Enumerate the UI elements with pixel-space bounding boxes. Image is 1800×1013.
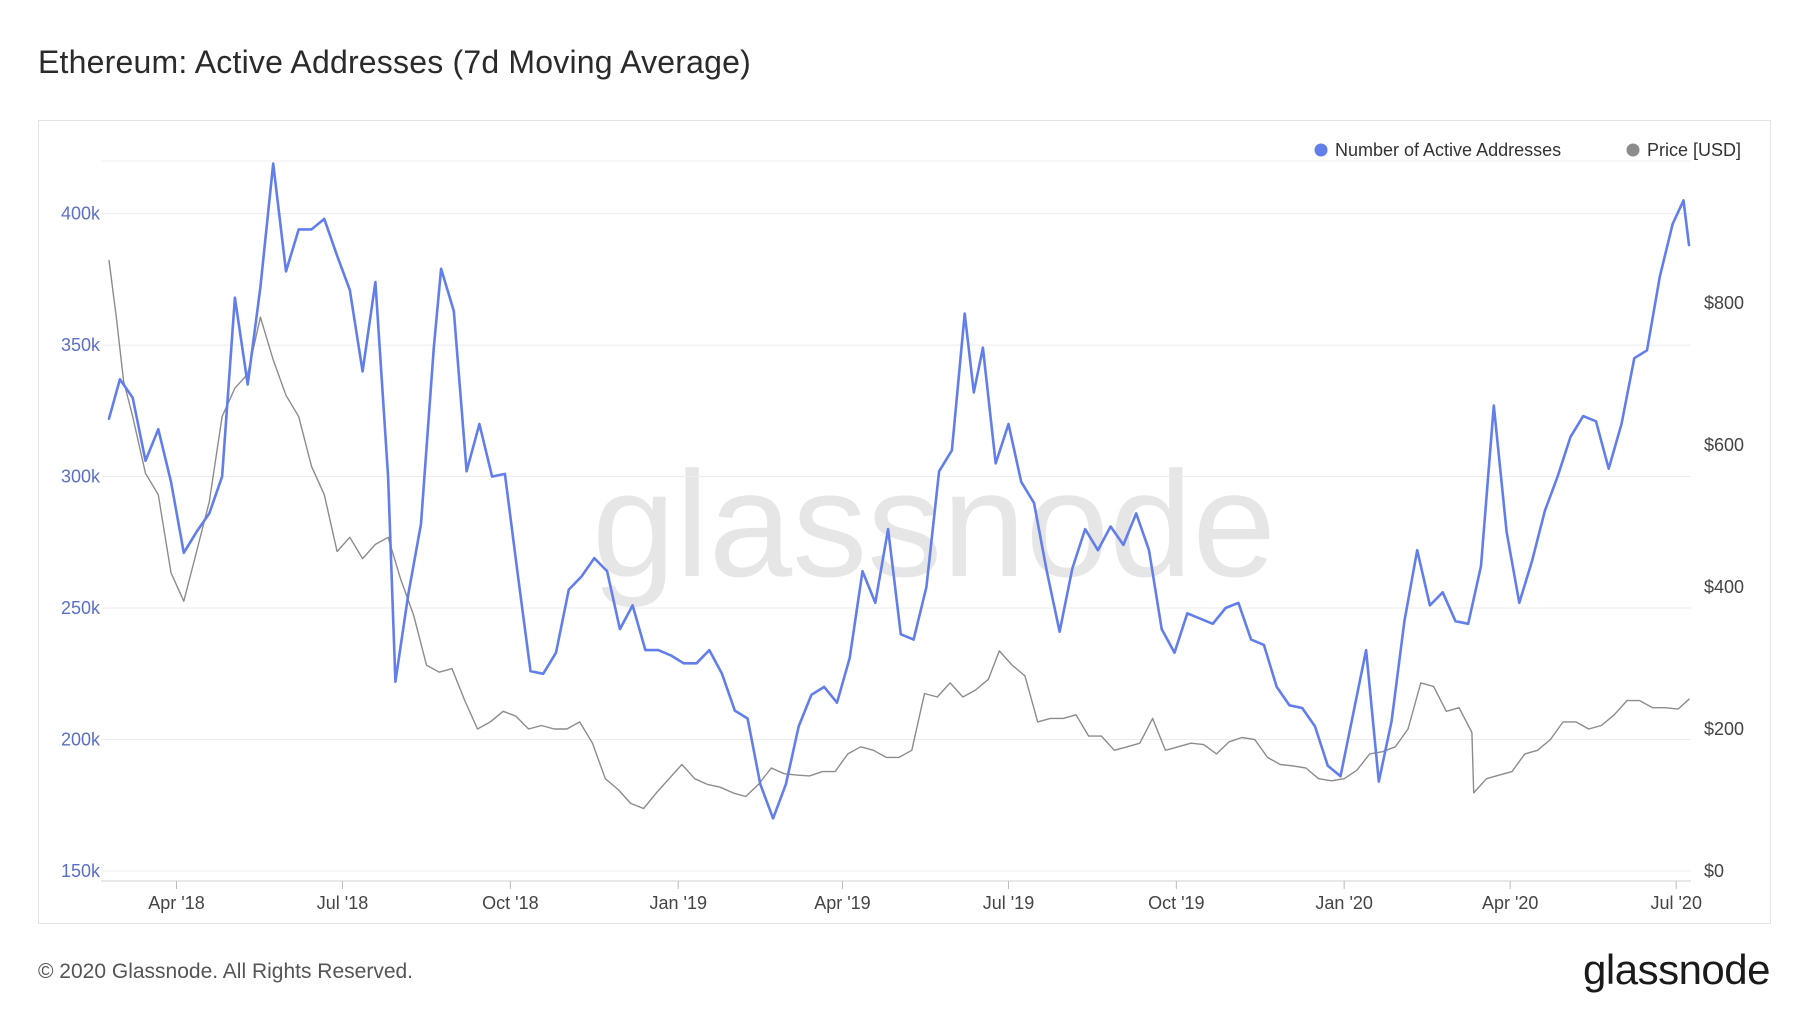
y-left-tick-label: 250k (61, 598, 101, 618)
price-line (108, 259, 1690, 810)
x-tick-label: Oct '18 (482, 893, 538, 913)
glassnode-logo[interactable]: glassnode (1583, 946, 1770, 993)
legend-item-price[interactable]: Price [USD] (1626, 140, 1742, 160)
x-tick-label: Oct '19 (1148, 893, 1204, 913)
legend-label: Price [USD] (1647, 140, 1741, 160)
x-tick-label: Jul '20 (1650, 893, 1701, 913)
x-axis: Apr '18 Jul '18 Oct '18 Jan '19 Apr '19 Jul '… (101, 880, 1702, 913)
x-tick-label: Jul '18 (317, 893, 368, 913)
x-tick-label: Jan '20 (1315, 893, 1372, 913)
y-left-tick-label: 400k (61, 204, 101, 224)
x-tick-label: Jan '19 (649, 893, 706, 913)
x-tick-label: Apr '20 (1482, 893, 1538, 913)
y-left-tick-label: 200k (61, 730, 101, 750)
copyright-text: © 2020 Glassnode. All Rights Reserved. (38, 960, 414, 983)
y-left-tick-label: 300k (61, 467, 101, 487)
x-tick-label: Apr '18 (148, 893, 204, 913)
legend-marker (1314, 143, 1328, 157)
x-tick-label: Jul '19 (983, 893, 1034, 913)
active-addresses-line (107, 162, 1691, 820)
y-right-tick-label: $200 (1704, 719, 1744, 739)
legend: Number of Active Addresses Price [USD] (1314, 140, 1742, 160)
y-right-tick-label: $600 (1704, 435, 1744, 455)
legend-label: Number of Active Addresses (1335, 140, 1561, 160)
y-axis-right: $0 $200 $400 $600 $800 (1704, 293, 1744, 881)
grid-lines (101, 160, 1691, 872)
y-axis-left: 150k 200k 250k 300k 350k 400k (61, 204, 101, 881)
series-layer (107, 162, 1691, 820)
x-tick-label: Apr '19 (814, 893, 870, 913)
y-right-tick-label: $800 (1704, 293, 1744, 313)
legend-marker (1626, 143, 1640, 157)
y-left-tick-label: 150k (61, 861, 101, 881)
chart-frame: glassnode 150k 200k 250k 300k 350k 400k $0 $20… (38, 120, 1771, 924)
page-title: Ethereum: Active Addresses (7d Moving Av… (38, 44, 751, 80)
y-left-tick-label: 350k (61, 335, 101, 355)
legend-item-active-addresses[interactable]: Number of Active Addresses (1314, 140, 1562, 160)
y-right-tick-label: $400 (1704, 577, 1744, 597)
y-right-tick-label: $0 (1704, 861, 1724, 881)
